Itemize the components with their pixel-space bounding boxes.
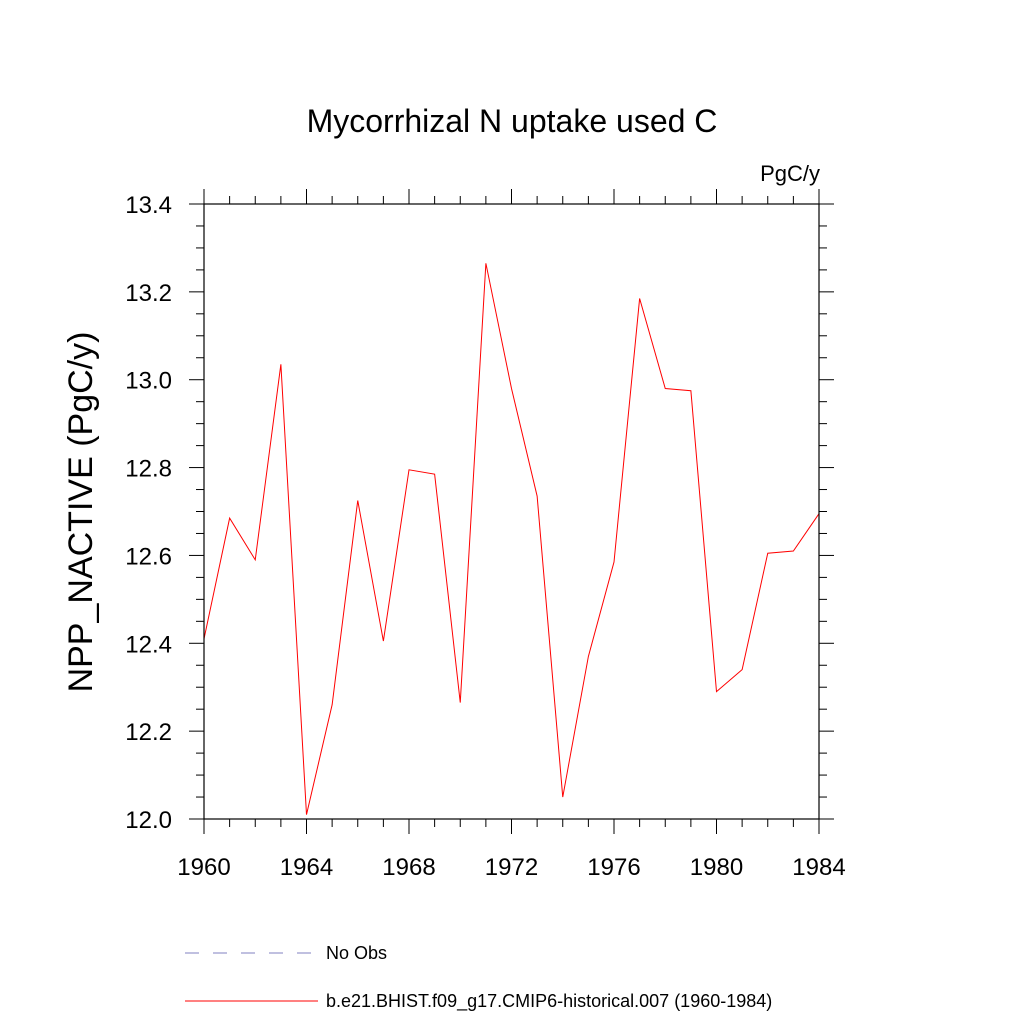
x-tick-label: 1972 — [485, 854, 538, 881]
chart-title: Mycorrhizal N uptake used C — [307, 103, 718, 139]
x-tick-label: 1968 — [382, 854, 435, 881]
units-label: PgC/y — [760, 161, 820, 186]
x-tick-label: 1980 — [690, 854, 743, 881]
y-tick-label: 12.4 — [125, 631, 172, 658]
y-tick-label: 12.8 — [125, 456, 172, 483]
x-tick-label: 1984 — [792, 854, 845, 881]
x-tick-label: 1964 — [280, 854, 333, 881]
y-tick-label: 13.2 — [125, 280, 172, 307]
tick-labels: 1960 1964 1968 1972 1976 1980 1984 12.0 12.2 12.4… — [125, 192, 845, 881]
plot-frame — [203, 203, 820, 820]
legend-label-historical: b.e21.BHIST.f09_g17.CMIP6-historical.007… — [326, 991, 772, 1012]
y-axis-label: NPP_NACTIVE (PgC/y) — [62, 332, 100, 693]
series-line-historical — [203, 263, 820, 815]
y-tick-label: 12.2 — [125, 719, 172, 746]
y-tick-label: 12.6 — [125, 543, 172, 570]
legend-label-no-obs: No Obs — [326, 943, 387, 963]
series-layer — [203, 263, 820, 815]
y-tick-label: 12.0 — [125, 807, 172, 834]
axis-ticks — [189, 189, 834, 834]
x-tick-label: 1960 — [177, 854, 230, 881]
x-tick-label: 1976 — [587, 854, 640, 881]
legend: No Obs b.e21.BHIST.f09_g17.CMIP6-histori… — [185, 943, 772, 1012]
y-tick-label: 13.4 — [125, 192, 172, 219]
y-tick-label: 13.0 — [125, 368, 172, 395]
